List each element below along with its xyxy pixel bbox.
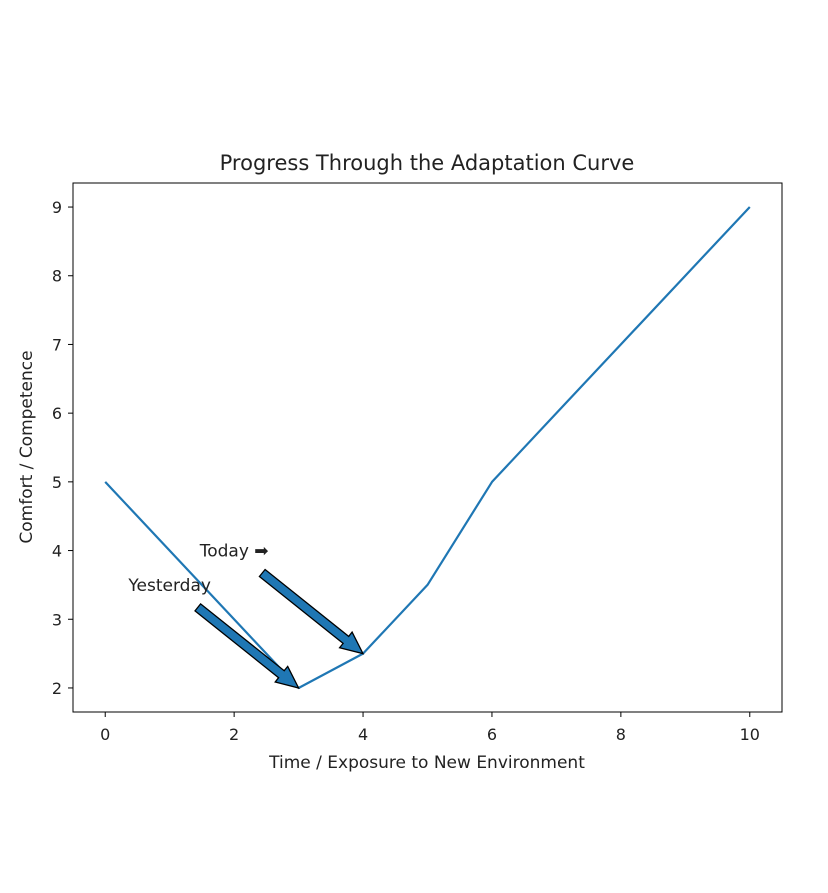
x-tick-label-4: 8	[616, 725, 626, 744]
y-tick-label-1: 3	[52, 610, 62, 629]
x-axis: 0 2 4 6 8 10	[100, 712, 760, 744]
annotation-yesterday-arrow	[194, 602, 300, 689]
y-tick-label-5: 7	[52, 335, 62, 354]
y-tick-label-0: 2	[52, 679, 62, 698]
x-tick-label-5: 10	[740, 725, 760, 744]
x-tick-label-2: 4	[358, 725, 368, 744]
x-tick-label-1: 2	[229, 725, 239, 744]
annotation-today-label: Today ➡	[199, 542, 269, 562]
y-axis-label: Comfort / Competence	[17, 350, 37, 543]
y-tick-label-4: 6	[52, 404, 62, 423]
x-axis-label: Time / Exposure to New Environment	[268, 753, 585, 773]
y-tick-label-6: 8	[52, 267, 62, 286]
series-line	[104, 206, 751, 690]
annotation-today-arrow	[258, 568, 365, 655]
chart-title: Progress Through the Adaptation Curve	[220, 151, 635, 175]
x-tick-label-3: 6	[487, 725, 497, 744]
y-axis: 2 3 4 5 6 7 8 9	[52, 198, 73, 698]
annotations: Yesterday Today ➡	[127, 542, 365, 689]
annotation-yesterday-label: Yesterday	[127, 576, 211, 596]
y-tick-label-7: 9	[52, 198, 62, 217]
y-tick-label-2: 4	[52, 542, 62, 561]
plot-frame	[72, 182, 783, 713]
x-tick-label-0: 0	[100, 725, 110, 744]
y-tick-label-3: 5	[52, 473, 62, 492]
